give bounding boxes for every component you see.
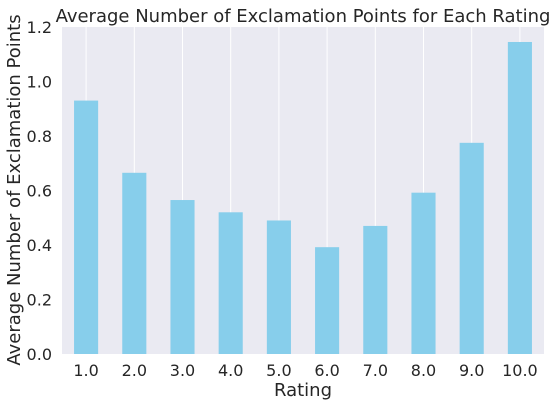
x-tick-label: 7.0	[363, 361, 388, 380]
bar-2.0	[122, 172, 147, 354]
x-axis-label: Rating	[274, 380, 332, 401]
bar-1.0	[74, 100, 99, 354]
y-tick-label: 0.0	[27, 345, 52, 364]
y-tick-label: 0.8	[27, 127, 52, 146]
x-tick-labels: 1.0 2.0 3.0 4.0 5.0 6.0 7.0 8.0 9.0 10.0	[73, 361, 537, 380]
x-tick-label: 9.0	[459, 361, 484, 380]
bar-8.0	[411, 192, 436, 354]
bar-7.0	[363, 225, 388, 354]
bar-4.0	[218, 212, 243, 354]
y-tick-label: 0.6	[27, 182, 52, 201]
bar-3.0	[170, 200, 195, 354]
bars	[74, 41, 532, 355]
x-tick-label: 10.0	[502, 361, 538, 380]
x-tick-label: 5.0	[266, 361, 291, 380]
bar-6.0	[315, 247, 340, 354]
x-tick-label: 1.0	[73, 361, 98, 380]
bar-10.0	[507, 41, 532, 355]
x-tick-label: 8.0	[411, 361, 436, 380]
y-tick-label: 0.2	[27, 291, 52, 310]
x-tick-label: 4.0	[218, 361, 243, 380]
x-tick-label: 3.0	[170, 361, 195, 380]
y-tick-label: 0.4	[27, 236, 52, 255]
bar-5.0	[266, 220, 291, 354]
y-tick-labels: 0.0 0.2 0.4 0.6 0.8 1.0 1.2	[27, 18, 52, 364]
x-tick-label: 2.0	[122, 361, 147, 380]
chart-title: Average Number of Exclamation Points for…	[56, 6, 551, 27]
y-tick-label: 1.0	[27, 73, 52, 92]
x-tick-label: 6.0	[314, 361, 339, 380]
bar-9.0	[459, 142, 484, 354]
y-axis-label: Average Number of Exclamation Points	[4, 14, 25, 365]
y-tick-label: 1.2	[27, 18, 52, 37]
